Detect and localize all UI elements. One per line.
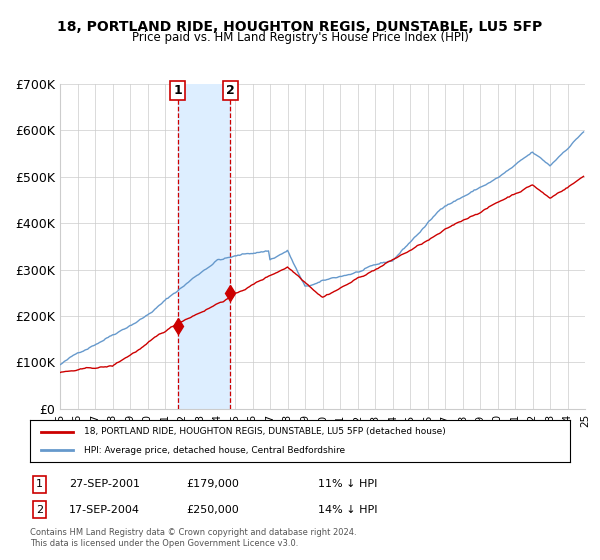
Text: 27-SEP-2001: 27-SEP-2001 [69, 479, 140, 489]
Text: 11% ↓ HPI: 11% ↓ HPI [318, 479, 377, 489]
Text: 2: 2 [36, 505, 43, 515]
Text: 17-SEP-2004: 17-SEP-2004 [69, 505, 140, 515]
Text: 14% ↓ HPI: 14% ↓ HPI [318, 505, 377, 515]
Bar [178, 84, 230, 409]
Text: 1: 1 [173, 84, 182, 97]
Text: 2: 2 [226, 84, 235, 97]
Text: £250,000: £250,000 [186, 505, 239, 515]
Text: £179,000: £179,000 [186, 479, 239, 489]
Text: 1: 1 [36, 479, 43, 489]
Text: Price paid vs. HM Land Registry's House Price Index (HPI): Price paid vs. HM Land Registry's House … [131, 31, 469, 44]
Text: 18, PORTLAND RIDE, HOUGHTON REGIS, DUNSTABLE, LU5 5FP (detached house): 18, PORTLAND RIDE, HOUGHTON REGIS, DUNST… [84, 427, 446, 436]
Text: Contains HM Land Registry data © Crown copyright and database right 2024.
This d: Contains HM Land Registry data © Crown c… [30, 528, 356, 548]
Text: HPI: Average price, detached house, Central Bedfordshire: HPI: Average price, detached house, Cent… [84, 446, 345, 455]
Text: 18, PORTLAND RIDE, HOUGHTON REGIS, DUNSTABLE, LU5 5FP: 18, PORTLAND RIDE, HOUGHTON REGIS, DUNST… [58, 20, 542, 34]
